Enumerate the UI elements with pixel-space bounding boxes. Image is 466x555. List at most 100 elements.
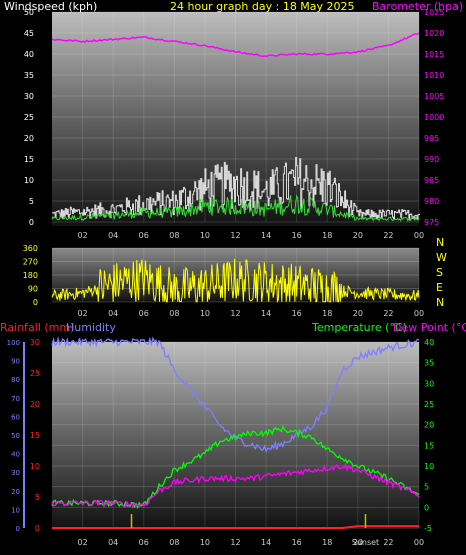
temp-x-tick: 14	[261, 538, 271, 547]
baro-y-tick: 1015	[424, 50, 444, 59]
wind-y-tick: 0	[29, 218, 34, 227]
humidity-y-tick: 0	[16, 525, 20, 533]
humidity-y-tick: 30	[11, 469, 20, 477]
wind-x-tick: 12	[230, 231, 240, 240]
rain-y-tick: 15	[30, 431, 40, 440]
wind-x-tick: 08	[169, 231, 179, 240]
temp-axis-title: Temperature (°C)	[311, 321, 407, 334]
wind-x-tick: 14	[261, 231, 271, 240]
humidity-y-tick: 100	[7, 339, 20, 347]
dir-x-tick: 20	[353, 309, 363, 318]
baro-y-tick: 975	[424, 218, 439, 227]
dir-x-tick: 08	[169, 309, 179, 318]
wind-y-tick: 5	[29, 197, 34, 206]
wind-y-tick: 30	[24, 92, 34, 101]
dir-x-tick: 06	[139, 309, 149, 318]
rain-y-tick: 0	[35, 524, 40, 533]
wind-y-tick: 40	[24, 50, 34, 59]
temp-y-tick: 40	[424, 338, 434, 347]
dir-x-tick: 10	[200, 309, 210, 318]
wind-y-tick: 50	[24, 8, 34, 17]
dir-y-tick: 270	[23, 258, 38, 267]
temp-x-tick: 02	[77, 538, 87, 547]
temp-y-tick: 20	[424, 421, 434, 430]
dir-x-tick: 02	[77, 309, 87, 318]
wind-y-tick: 10	[24, 176, 34, 185]
temp-y-tick: -5	[424, 524, 432, 533]
temp-y-tick: 30	[424, 379, 434, 388]
baro-y-tick: 1005	[424, 92, 444, 101]
baro-y-tick: 1010	[424, 71, 444, 80]
temp-y-tick: 10	[424, 462, 434, 471]
rain-y-tick: 10	[30, 462, 40, 471]
temperature-line	[51, 424, 420, 510]
temp-y-tick: 15	[424, 441, 434, 450]
temp-x-tick: 22	[383, 538, 393, 547]
dir-y-tick: 180	[23, 271, 38, 280]
baro-y-tick: 990	[424, 155, 439, 164]
wind-avg-line	[51, 194, 420, 222]
humidity-y-tick: 80	[11, 376, 20, 384]
wind-axis-title: Windspeed (kph)	[4, 0, 97, 13]
wind-x-tick: 22	[383, 231, 393, 240]
dir-x-tick: 22	[383, 309, 393, 318]
dir-x-tick: 12	[230, 309, 240, 318]
humidity-y-tick: 70	[11, 395, 20, 403]
rain-y-tick: 30	[30, 338, 40, 347]
dir-compass-label: S	[436, 266, 443, 279]
temp-x-tick: 04	[108, 538, 118, 547]
wind-x-tick: 06	[139, 231, 149, 240]
dir-x-tick: 18	[322, 309, 332, 318]
wind-y-tick: 25	[24, 113, 34, 122]
wind-x-tick: 16	[292, 231, 302, 240]
baro-y-tick: 980	[424, 197, 439, 206]
rain-axis-title: Rainfall (mm)	[0, 321, 74, 334]
wind-x-tick: 04	[108, 231, 118, 240]
dir-x-tick: 00	[414, 309, 424, 318]
dir-x-tick: 16	[292, 309, 302, 318]
humidity-y-tick: 40	[11, 451, 20, 459]
dir-y-tick: 0	[33, 298, 38, 307]
baro-y-tick: 995	[424, 134, 439, 143]
dir-x-tick: 04	[108, 309, 118, 318]
humidity-y-tick: 50	[11, 432, 20, 440]
temp-y-tick: 5	[424, 483, 429, 492]
humidity-y-tick: 20	[11, 488, 20, 496]
dewpoint-line	[51, 462, 420, 509]
dir-y-tick: 90	[28, 285, 38, 294]
dir-compass-label: W	[436, 251, 447, 264]
temp-x-tick: 16	[292, 538, 302, 547]
temp-x-tick: 18	[322, 538, 332, 547]
humidity-y-tick: 90	[11, 358, 20, 366]
wind-direction-line	[51, 258, 420, 304]
baro-y-tick: 1000	[424, 113, 444, 122]
baro-y-tick: 985	[424, 176, 439, 185]
dir-x-tick: 14	[261, 309, 271, 318]
humidity-y-tick: 60	[11, 413, 20, 421]
rain-y-tick: 25	[30, 369, 40, 378]
temp-x-tick: 00	[414, 538, 424, 547]
wind-y-tick: 35	[24, 71, 34, 80]
wind-y-tick: 20	[24, 134, 34, 143]
rain-y-tick: 5	[35, 493, 40, 502]
barometer-line	[51, 32, 420, 58]
wind-y-tick: 15	[24, 155, 34, 164]
dewpoint-axis-title: Dew Point (°C)	[393, 321, 466, 334]
temp-y-tick: 0	[424, 503, 429, 512]
temp-y-tick: 25	[424, 400, 434, 409]
rain-y-tick: 20	[30, 400, 40, 409]
dir-compass-label: E	[436, 281, 443, 294]
wind-x-tick: 18	[322, 231, 332, 240]
humidity-axis-title: Humidity	[66, 321, 116, 334]
temp-x-tick: 06	[139, 538, 149, 547]
dir-y-tick: 360	[23, 244, 38, 253]
sunset-label: Sunset	[352, 538, 379, 547]
temp-x-tick: 10	[200, 538, 210, 547]
graph-title: 24 hour graph day : 18 May 2025	[170, 0, 355, 13]
wind-x-tick: 00	[414, 231, 424, 240]
temp-x-tick: 12	[230, 538, 240, 547]
temp-y-tick: 35	[424, 359, 434, 368]
wind-x-tick: 20	[353, 231, 363, 240]
wind-gust-line	[52, 157, 420, 220]
